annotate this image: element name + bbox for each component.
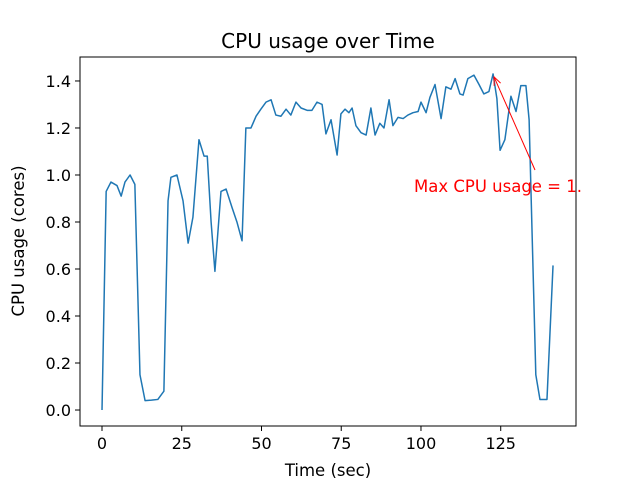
chart-title: CPU usage over Time [221,29,435,53]
annotation-text: Max CPU usage = 1. [414,177,582,196]
x-tick-label: 50 [251,434,271,453]
x-tick-label: 25 [172,434,192,453]
x-tick-label: 100 [406,434,437,453]
y-tick-label: 1.4 [46,72,71,91]
y-tick-label: 0.4 [46,307,71,326]
y-tick-label: 0.8 [46,213,71,232]
annotation-arrowhead [493,75,501,86]
y-tick-label: 0.6 [46,260,71,279]
y-axis-label: CPU usage (cores) [9,165,28,316]
y-tick-label: 1.2 [46,119,71,138]
y-tick-label: 0.0 [46,401,71,420]
plot-frame [79,56,577,427]
x-axis-label: Time (sec) [284,461,371,480]
annotation-arrow [493,76,536,171]
x-tick-label: 125 [485,434,516,453]
y-tick-label: 1.0 [46,166,71,185]
x-tick-label: 75 [331,434,351,453]
y-tick-label: 0.2 [46,354,71,373]
data-line [101,73,554,411]
x-tick-label: 0 [97,434,107,453]
